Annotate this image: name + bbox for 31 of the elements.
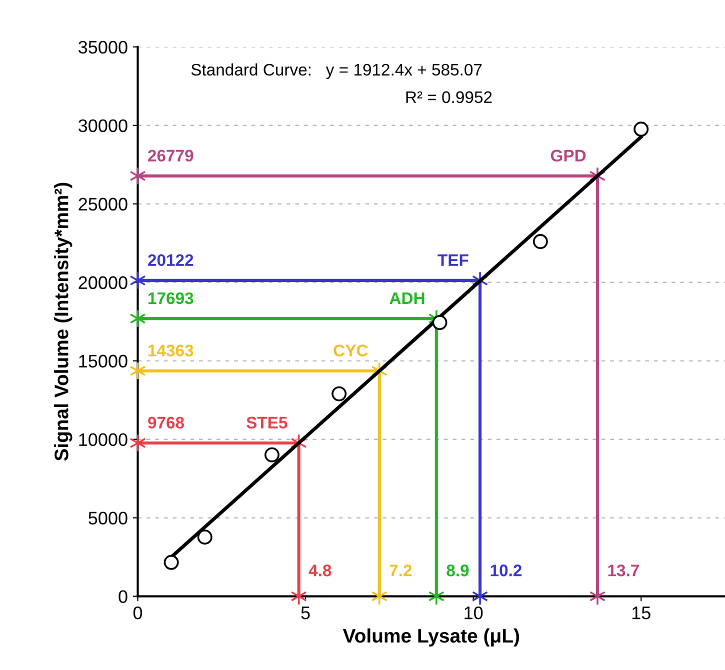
y-tick-label: 0 <box>118 590 128 604</box>
annotation: 13.7 <box>608 564 639 576</box>
x-tick-label: 5 <box>301 606 310 620</box>
y-tick-label: 30000 <box>78 119 128 132</box>
data-label: 9768 <box>148 416 184 429</box>
y-axis-title: Signal Volume (Intensity*mm²) <box>54 182 72 461</box>
series-label: TEF <box>438 254 468 266</box>
series-label: STE5 <box>246 416 288 429</box>
y-tick-label: 25000 <box>78 198 128 211</box>
annotation: 10.2 <box>490 564 522 576</box>
y-tick-label: 10000 <box>79 433 128 446</box>
series-label: CYC <box>334 344 368 356</box>
series-label: GPD <box>550 150 586 162</box>
annotation: R² = 0.9952 <box>406 91 492 104</box>
x-tick-label: 10 <box>464 606 483 620</box>
annotation: 8.9 <box>446 564 469 576</box>
x-axis-title: Volume Lysate (μL) <box>342 628 520 647</box>
y-tick-label: 35000 <box>78 40 128 54</box>
annotation: 7.2 <box>390 564 412 576</box>
y-tick-label: 20000 <box>78 276 128 290</box>
y-tick-label: 15000 <box>79 354 128 368</box>
annotation: Standard Curve: y = 1912.4x + 585.07 <box>191 63 482 79</box>
y-tick-label: 5000 <box>88 512 128 525</box>
data-label: 20122 <box>148 254 194 266</box>
data-label: 17693 <box>148 292 194 304</box>
data-label: 26779 <box>148 150 194 162</box>
x-tick-label: 0 <box>133 606 142 620</box>
data-label: 14363 <box>148 344 194 356</box>
series-label: ADH <box>390 292 424 304</box>
annotation: 4.8 <box>308 564 332 576</box>
x-tick-label: 15 <box>632 606 650 620</box>
